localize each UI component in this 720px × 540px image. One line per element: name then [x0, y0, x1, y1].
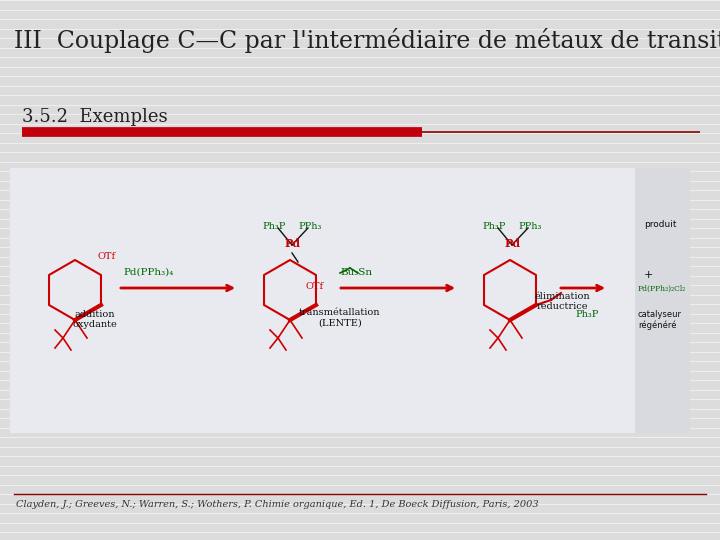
Text: Ph₃P: Ph₃P [262, 222, 285, 231]
Text: Pd: Pd [505, 238, 521, 249]
Text: OTf: OTf [305, 282, 323, 291]
Text: PPh₃: PPh₃ [298, 222, 321, 231]
Text: III  Couplage C—C par l'intermédiaire de métaux de transition: III Couplage C—C par l'intermédiaire de … [14, 28, 720, 53]
FancyBboxPatch shape [635, 168, 690, 433]
Text: Clayden, J.; Greeves, N.; Warren, S.; Wothers, P. Chimie organique, Ed. 1, De Bo: Clayden, J.; Greeves, N.; Warren, S.; Wo… [16, 500, 539, 509]
Text: +: + [644, 270, 653, 280]
Text: Ph₃P: Ph₃P [482, 222, 505, 231]
Text: Ph₃P: Ph₃P [575, 310, 598, 319]
FancyBboxPatch shape [10, 168, 690, 433]
Text: OTf: OTf [97, 252, 115, 261]
Text: produit: produit [644, 220, 677, 229]
Text: Bu₃Sn: Bu₃Sn [340, 268, 372, 277]
Text: élimination
réductrice: élimination réductrice [534, 292, 590, 312]
Text: transmétallation
(LENTE): transmétallation (LENTE) [300, 308, 381, 327]
Text: catalyseur
régénéré: catalyseur régénéré [638, 310, 682, 330]
Text: PPh₃: PPh₃ [518, 222, 541, 231]
Text: Pd: Pd [285, 238, 301, 249]
Text: 3.5.2  Exemples: 3.5.2 Exemples [22, 108, 168, 126]
Text: addition
oxydante: addition oxydante [73, 310, 117, 329]
Text: Pd(PPh₃)₄: Pd(PPh₃)₄ [123, 268, 174, 277]
Text: Pd(PPh₃)₂Cl₂: Pd(PPh₃)₂Cl₂ [638, 285, 686, 293]
